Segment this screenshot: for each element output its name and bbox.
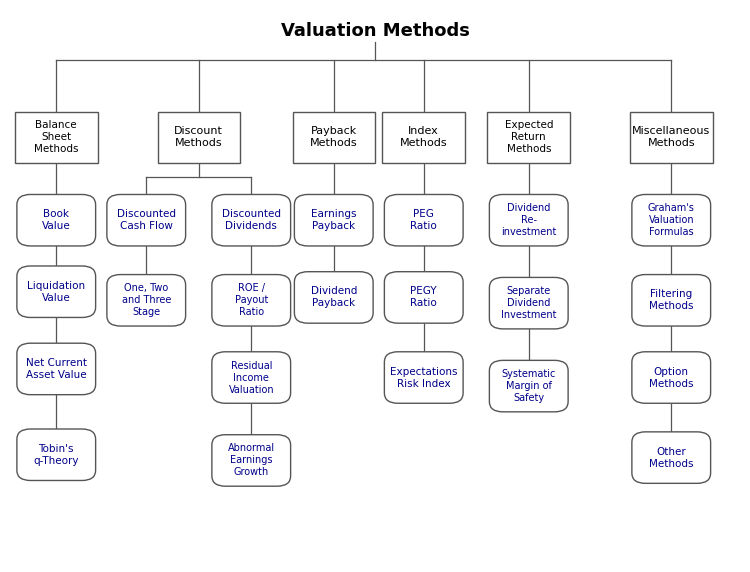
Text: Dividend
Payback: Dividend Payback bbox=[310, 287, 357, 308]
Text: Residual
Income
Valuation: Residual Income Valuation bbox=[229, 360, 274, 395]
FancyBboxPatch shape bbox=[158, 112, 240, 163]
Text: ROE /
Payout
Ratio: ROE / Payout Ratio bbox=[235, 283, 268, 317]
FancyBboxPatch shape bbox=[16, 429, 96, 480]
Text: Discount
Methods: Discount Methods bbox=[174, 126, 223, 148]
FancyBboxPatch shape bbox=[384, 272, 463, 323]
Text: Balance
Sheet
Methods: Balance Sheet Methods bbox=[34, 120, 79, 154]
Text: One, Two
and Three
Stage: One, Two and Three Stage bbox=[122, 283, 171, 317]
Text: Discounted
Cash Flow: Discounted Cash Flow bbox=[117, 209, 176, 231]
Text: Tobin's
q-Theory: Tobin's q-Theory bbox=[34, 444, 79, 466]
Text: PEGY
Ratio: PEGY Ratio bbox=[410, 287, 437, 308]
FancyBboxPatch shape bbox=[384, 352, 463, 403]
Text: Book
Value: Book Value bbox=[42, 209, 70, 231]
Text: Separate
Dividend
Investment: Separate Dividend Investment bbox=[501, 286, 556, 320]
FancyBboxPatch shape bbox=[489, 360, 568, 412]
Text: Graham's
Valuation
Formulas: Graham's Valuation Formulas bbox=[648, 203, 694, 237]
FancyBboxPatch shape bbox=[212, 352, 291, 403]
FancyBboxPatch shape bbox=[384, 194, 463, 246]
Text: Valuation Methods: Valuation Methods bbox=[280, 22, 470, 41]
Text: Net Current
Asset Value: Net Current Asset Value bbox=[26, 358, 87, 380]
FancyBboxPatch shape bbox=[632, 275, 711, 326]
Text: Miscellaneous
Methods: Miscellaneous Methods bbox=[632, 126, 710, 148]
FancyBboxPatch shape bbox=[107, 194, 186, 246]
Text: Other
Methods: Other Methods bbox=[649, 447, 694, 468]
FancyBboxPatch shape bbox=[292, 112, 375, 163]
FancyBboxPatch shape bbox=[212, 194, 291, 246]
FancyBboxPatch shape bbox=[489, 194, 568, 246]
Text: Expected
Return
Methods: Expected Return Methods bbox=[505, 120, 553, 154]
FancyBboxPatch shape bbox=[16, 194, 96, 246]
Text: Expectations
Risk Index: Expectations Risk Index bbox=[390, 367, 458, 388]
FancyBboxPatch shape bbox=[16, 343, 96, 395]
FancyBboxPatch shape bbox=[16, 266, 96, 317]
FancyBboxPatch shape bbox=[107, 275, 186, 326]
Text: Abnormal
Earnings
Growth: Abnormal Earnings Growth bbox=[228, 443, 274, 478]
FancyBboxPatch shape bbox=[212, 435, 291, 486]
FancyBboxPatch shape bbox=[630, 112, 712, 163]
Text: Earnings
Payback: Earnings Payback bbox=[311, 209, 356, 231]
Text: Filtering
Methods: Filtering Methods bbox=[649, 289, 694, 311]
FancyBboxPatch shape bbox=[15, 112, 98, 163]
Text: Option
Methods: Option Methods bbox=[649, 367, 694, 388]
Text: Dividend
Re-
investment: Dividend Re- investment bbox=[501, 203, 556, 237]
Text: Liquidation
Value: Liquidation Value bbox=[27, 281, 86, 303]
FancyBboxPatch shape bbox=[212, 275, 291, 326]
FancyBboxPatch shape bbox=[382, 112, 465, 163]
Text: Payback
Methods: Payback Methods bbox=[310, 126, 358, 148]
FancyBboxPatch shape bbox=[632, 194, 711, 246]
FancyBboxPatch shape bbox=[294, 272, 374, 323]
FancyBboxPatch shape bbox=[489, 277, 568, 329]
Text: Index
Methods: Index Methods bbox=[400, 126, 448, 148]
Text: Systematic
Margin of
Safety: Systematic Margin of Safety bbox=[502, 369, 556, 403]
FancyBboxPatch shape bbox=[294, 194, 374, 246]
Text: Discounted
Dividends: Discounted Dividends bbox=[222, 209, 280, 231]
FancyBboxPatch shape bbox=[632, 352, 711, 403]
FancyBboxPatch shape bbox=[488, 112, 570, 163]
FancyBboxPatch shape bbox=[632, 432, 711, 483]
Text: PEG
Ratio: PEG Ratio bbox=[410, 209, 437, 231]
